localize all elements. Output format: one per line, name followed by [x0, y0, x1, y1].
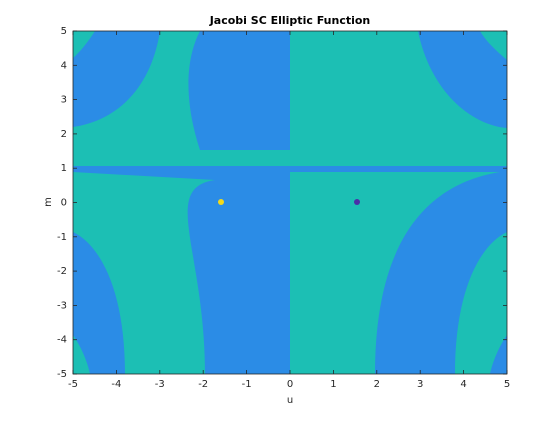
- x-tick-label: 4: [460, 379, 466, 390]
- singular-point: [354, 199, 360, 205]
- singular-point: [218, 199, 224, 205]
- region-high: [480, 31, 507, 60]
- chart-title: Jacobi SC Elliptic Function: [209, 14, 371, 27]
- y-tick-label: -4: [57, 335, 67, 346]
- region-high: [290, 31, 507, 166]
- region-high: [455, 232, 507, 374]
- x-axis-label: u: [287, 395, 293, 406]
- y-tick-label: -3: [57, 300, 67, 311]
- region-high: [73, 335, 90, 374]
- x-tick-label: 2: [374, 379, 380, 390]
- x-tick-label: -1: [242, 379, 252, 390]
- x-tick-label: 0: [287, 379, 293, 390]
- y-tick-label: -5: [57, 369, 67, 380]
- x-tick-label: 3: [417, 379, 423, 390]
- region-high: [73, 31, 290, 166]
- x-tick-label: -2: [198, 379, 208, 390]
- y-tick-label: 4: [61, 60, 67, 71]
- y-tick-label: 2: [61, 129, 67, 140]
- y-axis-label: m: [43, 197, 54, 207]
- x-tick-label: -3: [155, 379, 165, 390]
- y-tick-label: 1: [61, 163, 67, 174]
- y-tick-label: 3: [61, 95, 67, 106]
- x-tick-label: -5: [68, 379, 78, 390]
- y-tick-label: 0: [61, 198, 67, 209]
- x-tick-label: -4: [111, 379, 121, 390]
- y-tick-label: 5: [61, 26, 67, 37]
- x-tick-label: 5: [504, 379, 510, 390]
- y-tick-label: -2: [57, 266, 67, 277]
- region-high: [73, 31, 95, 58]
- x-tick-label: 1: [330, 379, 336, 390]
- region-high: [73, 172, 215, 374]
- y-tick-label: -1: [57, 232, 67, 243]
- plot-regions: [73, 31, 507, 374]
- region-high: [290, 172, 500, 374]
